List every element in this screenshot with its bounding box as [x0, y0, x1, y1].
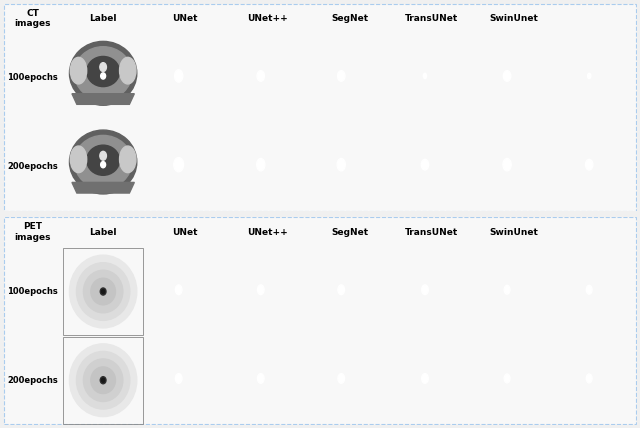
Text: UNet++: UNet++ [247, 14, 288, 23]
Ellipse shape [83, 359, 123, 401]
Ellipse shape [100, 288, 106, 295]
Ellipse shape [586, 285, 592, 294]
Ellipse shape [173, 158, 184, 172]
Ellipse shape [83, 270, 123, 313]
Text: 100epochs: 100epochs [7, 287, 58, 296]
Text: SegNet: SegNet [331, 14, 368, 23]
Text: 200epochs: 200epochs [7, 376, 58, 385]
Text: UNet: UNet [173, 228, 198, 237]
Ellipse shape [175, 70, 183, 82]
Text: TransUNet: TransUNet [405, 228, 458, 237]
Ellipse shape [504, 285, 510, 294]
Ellipse shape [120, 57, 136, 84]
Ellipse shape [422, 374, 428, 383]
Ellipse shape [338, 374, 344, 383]
Ellipse shape [91, 278, 115, 305]
Ellipse shape [337, 158, 346, 171]
Text: SegNet: SegNet [331, 228, 368, 237]
Ellipse shape [74, 135, 132, 189]
Ellipse shape [100, 161, 106, 168]
Ellipse shape [76, 263, 130, 320]
Ellipse shape [504, 374, 510, 383]
Ellipse shape [175, 285, 182, 294]
Ellipse shape [504, 71, 511, 81]
Text: 100epochs: 100epochs [7, 73, 58, 82]
Text: SwinUnet: SwinUnet [489, 228, 538, 237]
Ellipse shape [70, 42, 137, 105]
Ellipse shape [70, 146, 86, 172]
Ellipse shape [257, 158, 265, 171]
Ellipse shape [70, 344, 137, 416]
Ellipse shape [74, 47, 132, 100]
Text: UNet++: UNet++ [247, 228, 288, 237]
Ellipse shape [257, 285, 264, 294]
FancyBboxPatch shape [4, 3, 636, 211]
Text: TransUNet: TransUNet [405, 14, 458, 23]
Ellipse shape [423, 73, 427, 79]
Ellipse shape [100, 152, 106, 160]
Text: PET
images: PET images [14, 223, 51, 242]
Text: Label: Label [90, 14, 117, 23]
Text: 200epochs: 200epochs [7, 162, 58, 171]
Ellipse shape [338, 285, 344, 294]
Ellipse shape [76, 351, 130, 409]
Text: UNet: UNet [173, 14, 198, 23]
Ellipse shape [100, 62, 106, 71]
Ellipse shape [337, 71, 345, 81]
Ellipse shape [588, 73, 591, 79]
Ellipse shape [257, 374, 264, 383]
Ellipse shape [586, 159, 593, 170]
Ellipse shape [421, 159, 429, 170]
Ellipse shape [70, 57, 86, 84]
Polygon shape [72, 94, 134, 104]
Text: CT
images: CT images [14, 9, 51, 28]
Ellipse shape [120, 146, 136, 172]
Ellipse shape [422, 285, 428, 294]
FancyBboxPatch shape [4, 217, 636, 425]
Ellipse shape [70, 130, 137, 194]
Ellipse shape [100, 377, 106, 384]
Polygon shape [72, 182, 134, 193]
Text: Label: Label [90, 228, 117, 237]
Ellipse shape [86, 145, 120, 175]
Ellipse shape [102, 378, 105, 382]
Ellipse shape [586, 374, 592, 383]
Ellipse shape [503, 158, 511, 171]
Ellipse shape [91, 367, 115, 393]
Ellipse shape [257, 71, 264, 81]
Ellipse shape [70, 255, 137, 328]
Ellipse shape [100, 73, 106, 79]
Ellipse shape [102, 289, 105, 294]
Ellipse shape [175, 374, 182, 383]
Text: SwinUnet: SwinUnet [489, 14, 538, 23]
Ellipse shape [86, 56, 120, 86]
